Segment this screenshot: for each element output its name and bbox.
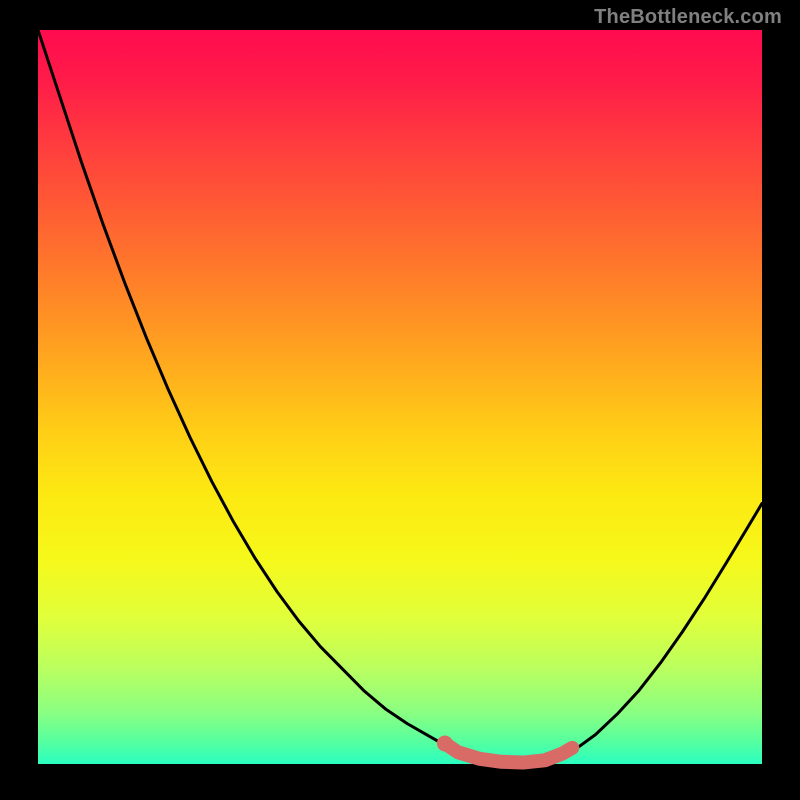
watermark-text: TheBottleneck.com [594, 6, 782, 29]
bottleneck-chart [0, 0, 800, 800]
plot-background [38, 30, 762, 764]
